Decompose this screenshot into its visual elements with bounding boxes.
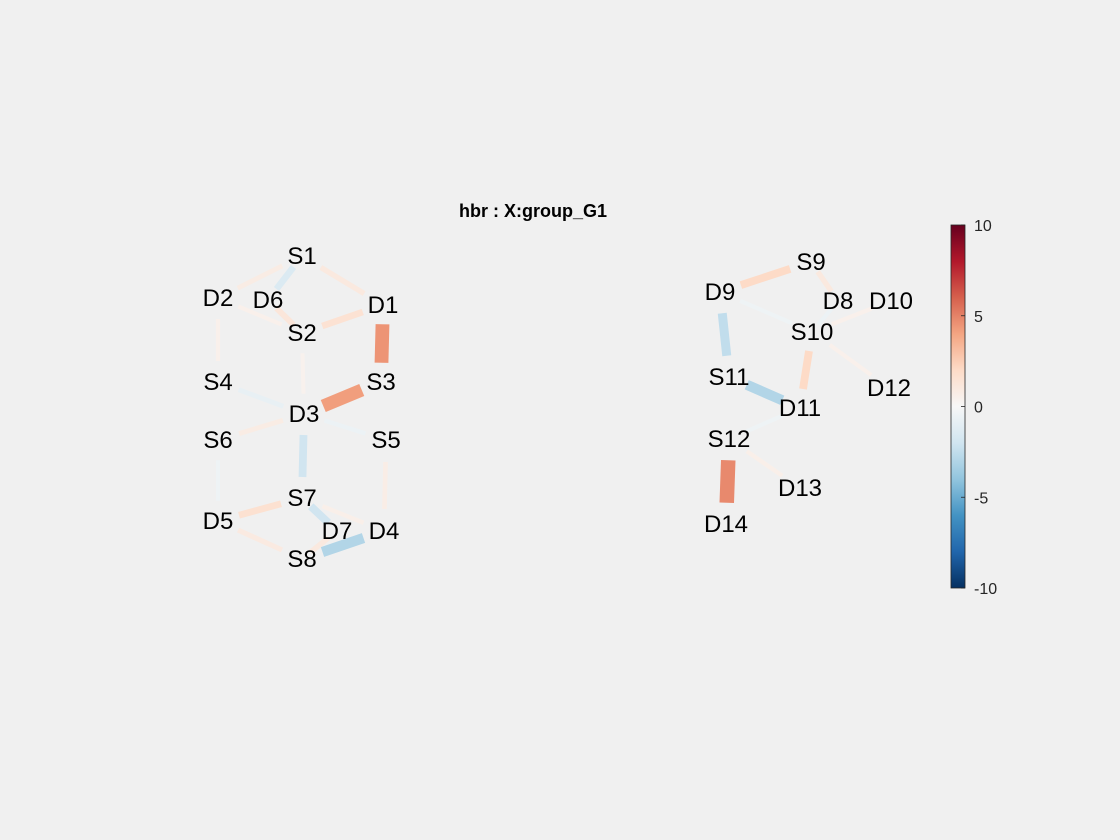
channel-S2-D3: [300, 353, 306, 394]
channel-S12-D14: [719, 459, 736, 504]
channel-S10-D8: [816, 307, 834, 326]
colorbar-tick-label: 10: [974, 218, 992, 235]
optode-label-d5: D5: [203, 508, 234, 535]
channel-S8-D5: [236, 527, 284, 553]
optode-label-d11: D11: [779, 395, 821, 422]
optode-label-d10: D10: [869, 288, 913, 315]
channel-S9-D9: [739, 265, 792, 289]
optode-label-d13: D13: [778, 475, 822, 502]
channel-S11-D9: [717, 312, 732, 357]
optode-label-s2: S2: [287, 320, 316, 347]
channel-S1-D6: [273, 264, 297, 292]
optode-label-s7: S7: [287, 485, 316, 512]
optode-label-s3: S3: [366, 369, 395, 396]
optode-label-s9: S9: [796, 249, 825, 276]
channel-S2-D1: [321, 308, 364, 330]
optode-label-d6: D6: [253, 287, 284, 314]
optode-label-s1: S1: [287, 243, 316, 270]
channel-S2-D2: [237, 304, 283, 327]
channel-S9-D8: [815, 270, 834, 293]
channel-S10-D11: [799, 350, 813, 390]
channel-S6-D3: [238, 418, 284, 436]
colorbar-tick-label: -10: [974, 581, 997, 598]
optode-label-d8: D8: [823, 288, 854, 315]
channel-S4-D3: [237, 387, 285, 409]
channel-S5-D3: [323, 418, 367, 436]
channel-S5-D4: [382, 461, 388, 510]
channel-S10-D12: [828, 343, 873, 377]
optode-label-d3: D3: [289, 401, 320, 428]
optode-label-d14: D14: [704, 511, 748, 538]
optode-label-s8: S8: [287, 546, 316, 573]
channel-S1-D1: [319, 265, 366, 296]
channel-S10-D10: [830, 306, 873, 327]
optode-label-d12: D12: [867, 375, 911, 402]
channel-S12-D13: [745, 449, 784, 478]
colorbar-tick-label: 0: [974, 400, 983, 417]
optode-label-s5: S5: [371, 427, 400, 454]
optode-label-s6: S6: [203, 427, 232, 454]
optode-label-d7: D7: [322, 518, 353, 545]
optode-label-s11: S11: [709, 364, 750, 391]
colorbar-ticks: 10 5 0 -5 -10: [961, 218, 997, 598]
colorbar-tick-label: -5: [974, 490, 988, 507]
channel-S10-D9: [739, 298, 793, 326]
channel-S3-D3: [320, 383, 365, 413]
channel-connections: [215, 263, 873, 557]
channel-S1-D2: [236, 263, 284, 291]
optode-label-d4: D4: [369, 518, 400, 545]
channel-S12-D11: [745, 413, 784, 434]
channel-S8-D4: [320, 533, 366, 557]
colorbar-tick-label: 5: [974, 309, 983, 326]
colorbar: 10 5 0 -5 -10: [950, 218, 997, 598]
channel-S7-D3: [298, 434, 308, 478]
optode-label-d2: D2: [203, 285, 234, 312]
channel-S7-D4: [321, 504, 365, 525]
optode-labels: S1 S2 S3 S4 S5 S6 S7 S8 S9 S10 S11 S12 D1 D2 D3 D4 D5 D6 D…: [203, 243, 913, 573]
channel-S11-D11: [744, 380, 785, 405]
channel-S2-D6: [274, 306, 296, 327]
channel-S7-D7: [308, 503, 331, 526]
optode-label-d9: D9: [705, 279, 736, 306]
optode-label-s4: S4: [203, 369, 232, 396]
optode-label-s10: S10: [791, 319, 834, 346]
channel-S8-D7: [309, 535, 330, 555]
channel-S7-D5: [238, 500, 282, 519]
optode-label-s12: S12: [708, 426, 751, 453]
channel-S3-D1: [374, 324, 390, 363]
optode-label-d1: D1: [368, 292, 399, 319]
plot-title: hbr : X:group_G1: [459, 201, 607, 221]
